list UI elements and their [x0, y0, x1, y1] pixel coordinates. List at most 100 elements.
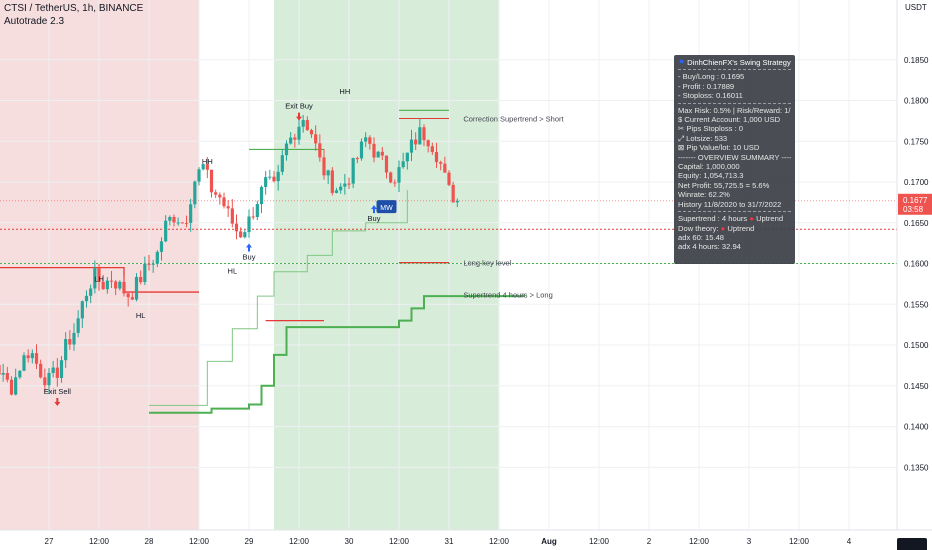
- buy-arrow-icon: [246, 243, 252, 252]
- candle: [305, 120, 309, 131]
- mw-badge: [376, 200, 397, 214]
- time-tick-label: 12:00: [289, 537, 310, 546]
- candle: [409, 139, 414, 153]
- candle: [289, 137, 293, 144]
- price-tick-label: 0.1450: [904, 382, 929, 391]
- price-tick-label: 0.1600: [904, 260, 929, 269]
- candle: [251, 216, 255, 218]
- candle: [372, 143, 376, 158]
- candle: [143, 263, 147, 283]
- candle: [134, 276, 139, 300]
- candle: [218, 194, 222, 198]
- price-tick-label: 0.1800: [904, 97, 929, 106]
- line-label: Supertrend 4 hours > Long: [463, 291, 552, 300]
- candle: [380, 151, 384, 156]
- candle: [272, 176, 276, 182]
- price-tick-label: 0.1550: [904, 300, 929, 309]
- time-tick-label: 30: [345, 537, 354, 546]
- price-tick-label: 0.1350: [904, 463, 929, 472]
- candle: [43, 377, 47, 386]
- candle: [22, 355, 26, 371]
- bar-countdown: 03:58: [903, 205, 924, 214]
- candle: [126, 293, 130, 298]
- candle: [193, 181, 197, 205]
- panel-row: History 11/8/2020 to 31/7/2022: [678, 199, 782, 209]
- time-tick-label: 12:00: [189, 537, 210, 546]
- candle: [264, 177, 268, 187]
- candle: [84, 295, 89, 302]
- candle: [226, 206, 230, 209]
- line-labels: Correction Supertrend > Short Long key le…: [463, 114, 564, 299]
- candle: [234, 223, 239, 232]
- candle: [443, 163, 447, 173]
- panel-row: adx 4 hours: 32.94: [678, 242, 741, 252]
- price-axis-bg: [897, 0, 932, 530]
- candle: [9, 379, 14, 395]
- candle: [109, 280, 114, 282]
- exit-arrow-icon: [54, 397, 61, 406]
- panel-row: ✂ Pips Stoploss : 0: [678, 124, 744, 134]
- price-tick-label: 0.1700: [904, 178, 929, 187]
- time-tick-label: 12:00: [89, 537, 110, 546]
- candle: [284, 143, 289, 156]
- candle: [64, 339, 68, 361]
- panel-row: ⤢ Lotsize: 533: [678, 133, 728, 143]
- panel-overview-heading: ------- OVERVIEW SUMMARY -------: [678, 152, 791, 162]
- symbol-title: CTSI / TetherUS, 1h, BINANCE: [4, 3, 144, 14]
- candle: [239, 231, 243, 238]
- candle: [105, 280, 109, 290]
- candle: [209, 169, 214, 193]
- candle: [434, 152, 439, 163]
- candle: [122, 281, 126, 294]
- candle: [430, 146, 434, 153]
- price-tick-label: 0.1400: [904, 423, 929, 432]
- panel-dow-row: Dow theory: ● Uptrend: [678, 223, 755, 233]
- dot-icon: ●: [720, 223, 726, 233]
- time-tick-label: 12:00: [789, 537, 810, 546]
- flag-icon: ⚑: [678, 58, 686, 67]
- price-axis-unit: USDT: [905, 3, 927, 12]
- candle: [1, 373, 5, 375]
- swing-label: HH: [339, 87, 350, 96]
- candle: [359, 141, 364, 159]
- candle: [343, 183, 347, 187]
- candle: [18, 370, 22, 378]
- candle: [351, 158, 355, 184]
- candle: [384, 155, 389, 173]
- candle: [318, 143, 322, 158]
- panel-row: ⊠ Pip Value/lot: 10 USD: [678, 143, 760, 153]
- candle: [34, 353, 39, 364]
- time-axis[interactable]: 27 12:00 28 12:00 29 12:00 30 12:00 31 12:00 Aug 12…: [0, 529, 932, 550]
- candle: [118, 281, 122, 289]
- time-tick-label: Aug: [541, 537, 557, 546]
- panel-row: - Profit : 0.17889: [678, 81, 735, 91]
- panel-row: - Buy/Long : 0.1695: [678, 72, 745, 82]
- last-price-tag: [898, 193, 932, 215]
- candle: [405, 152, 409, 162]
- candle: [330, 170, 334, 193]
- candle: [76, 318, 80, 333]
- candle: [26, 355, 30, 359]
- strategy-panel: ⚑ DinhChienFX's Swing Strategy - Buy/Lon…: [674, 55, 795, 264]
- price-tick-label: 0.1650: [904, 219, 929, 228]
- candle: [364, 137, 368, 142]
- candle: [276, 171, 280, 182]
- candle: [0, 364, 1, 375]
- candle: [455, 200, 459, 203]
- candle: [301, 120, 305, 127]
- candle: [197, 169, 201, 182]
- candle: [39, 363, 43, 378]
- candle: [47, 372, 51, 386]
- candle: [72, 332, 76, 345]
- candle: [80, 301, 84, 319]
- candle: [5, 373, 9, 380]
- price-axis[interactable]: USDT 0.1850 0.1800 0.1750 0.1700 0.1650 0.1600…: [896, 0, 932, 530]
- time-tick-label: 3: [747, 537, 752, 546]
- candle: [214, 192, 218, 195]
- candle: [322, 157, 326, 176]
- candle: [326, 170, 330, 176]
- candle: [155, 251, 159, 264]
- candle: [97, 268, 101, 282]
